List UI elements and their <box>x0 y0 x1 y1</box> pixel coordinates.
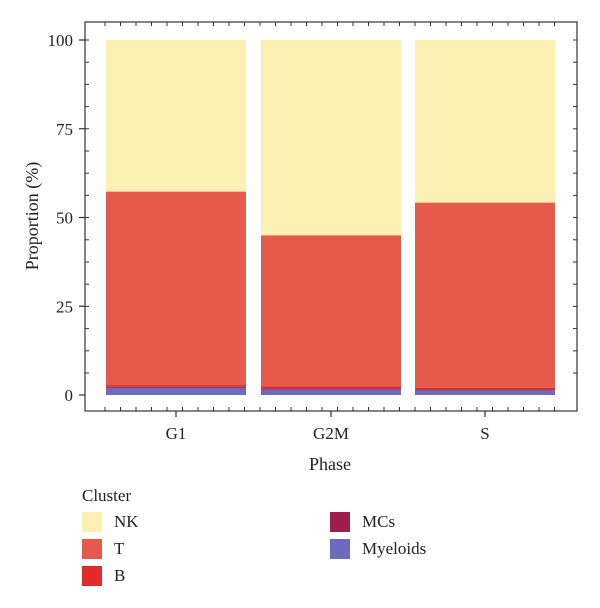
legend-swatch-nk <box>82 512 102 532</box>
legend-swatch-myeloids <box>330 539 350 559</box>
legend-swatch-t <box>82 539 102 559</box>
bar-s-b <box>415 387 555 390</box>
bar-g2m-myeloids <box>261 389 401 395</box>
legend-item-t: T <box>82 538 124 560</box>
bars-layer <box>106 40 555 395</box>
legend-title: Cluster <box>82 486 132 505</box>
y-tick-label: 0 <box>65 386 74 405</box>
bar-g1-t <box>106 191 246 386</box>
bar-g1-nk <box>106 40 246 192</box>
y-tick-label: 75 <box>56 120 73 139</box>
legend-label-nk: NK <box>114 512 139 531</box>
y-tick-label: 50 <box>56 209 73 228</box>
bar-g2m-b <box>261 386 401 389</box>
x-tick-label: S <box>480 424 489 443</box>
y-tick-label: 25 <box>56 297 73 316</box>
ticks-layer: 0 25 50 75 100 G1 G2M S <box>48 31 490 443</box>
bar-s-mcs <box>415 389 555 391</box>
legend: Cluster NK T B MCs Myeloids <box>82 486 562 602</box>
y-tick-label: 100 <box>48 31 74 50</box>
bar-s-nk <box>415 40 555 203</box>
bar-g1-b <box>106 385 246 387</box>
bar-g2m-mcs <box>261 388 401 390</box>
bar-s-myeloids <box>415 390 555 395</box>
bar-s-t <box>415 202 555 388</box>
bar-g1-mcs <box>106 386 246 388</box>
bar-g2m-nk <box>261 40 401 236</box>
x-tick-label: G1 <box>166 424 187 443</box>
legend-label-b: B <box>114 566 126 585</box>
legend-item-nk: NK <box>82 511 139 533</box>
legend-label-t: T <box>114 539 125 558</box>
x-axis-title: Phase <box>309 454 351 474</box>
x-tick-label: G2M <box>313 424 349 443</box>
bar-g2m-t <box>261 235 401 387</box>
bar-g1-myeloids <box>106 387 246 395</box>
legend-item-mcs: MCs <box>330 511 395 533</box>
y-axis-title: Proportion (%) <box>22 162 43 270</box>
legend-swatch-b <box>82 566 102 586</box>
legend-item-b: B <box>82 565 125 587</box>
legend-label-myeloids: Myeloids <box>362 539 427 558</box>
legend-item-myeloids: Myeloids <box>330 538 426 560</box>
legend-label-mcs: MCs <box>362 512 396 531</box>
legend-swatch-mcs <box>330 512 350 532</box>
